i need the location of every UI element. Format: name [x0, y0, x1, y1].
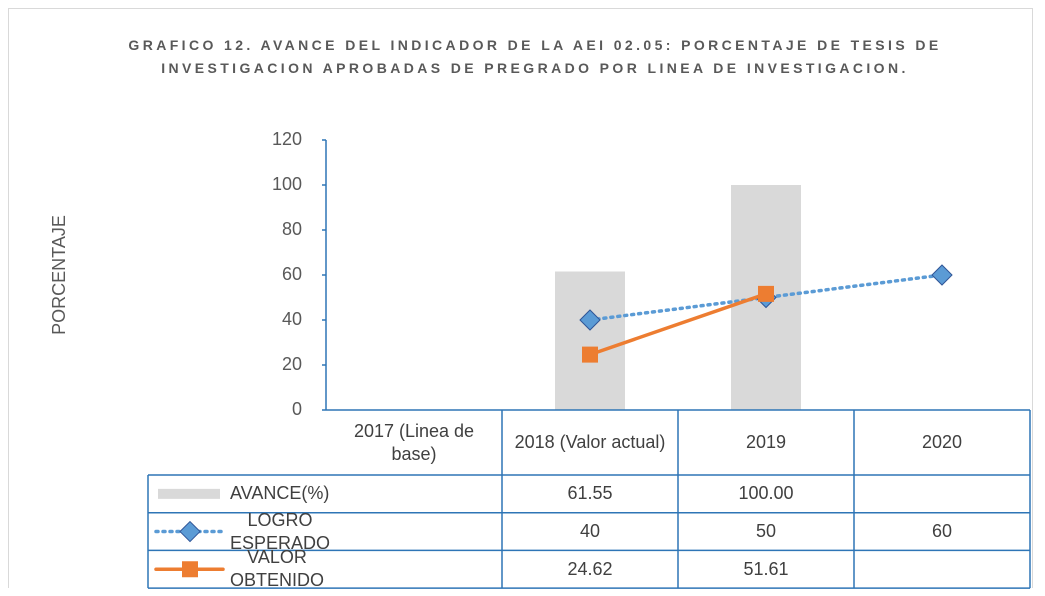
x-tick-label: 2017 (Linea de base) [353, 420, 475, 464]
table-value: 24.62 [567, 558, 613, 579]
bar [555, 271, 625, 410]
chart-frame [8, 8, 1033, 588]
legend-label: VALOR OBTENIDO [230, 547, 325, 591]
diamond-marker [931, 264, 953, 286]
y-tick-label: 60 [282, 264, 302, 284]
square-marker [182, 561, 198, 578]
y-tick-label: 20 [282, 354, 302, 374]
table-value: 100.00 [738, 483, 794, 504]
legend-label: LOGRO ESPERADO [230, 509, 331, 553]
legend-label: AVANCE(%) [230, 483, 330, 504]
diamond-marker [179, 520, 201, 543]
x-tick-label: 2018 (Valor actual) [514, 432, 666, 452]
y-tick-label: 40 [282, 309, 302, 329]
table-value: 40 [579, 521, 601, 542]
table-value: 60 [931, 521, 953, 542]
table-value: 50 [755, 521, 777, 542]
x-tick-label: 2020 [921, 432, 963, 452]
square-marker [582, 346, 598, 363]
y-tick-label: 80 [282, 219, 302, 239]
table-value: 61.55 [567, 483, 613, 504]
y-tick-label: 100 [272, 174, 302, 194]
y-axis-label: PORCENTAJE [49, 215, 69, 335]
x-tick-label: 2019 [745, 432, 787, 452]
square-marker [758, 285, 774, 302]
y-tick-label: 120 [272, 129, 302, 149]
y-tick-label: 0 [292, 399, 302, 419]
table-value: 51.61 [743, 558, 789, 579]
legend-key [158, 488, 220, 499]
chart-title: GRAFICO 12. AVANCE DEL INDICADOR DE LA A… [128, 37, 942, 76]
series-line [588, 292, 768, 357]
diamond-marker [579, 309, 601, 331]
